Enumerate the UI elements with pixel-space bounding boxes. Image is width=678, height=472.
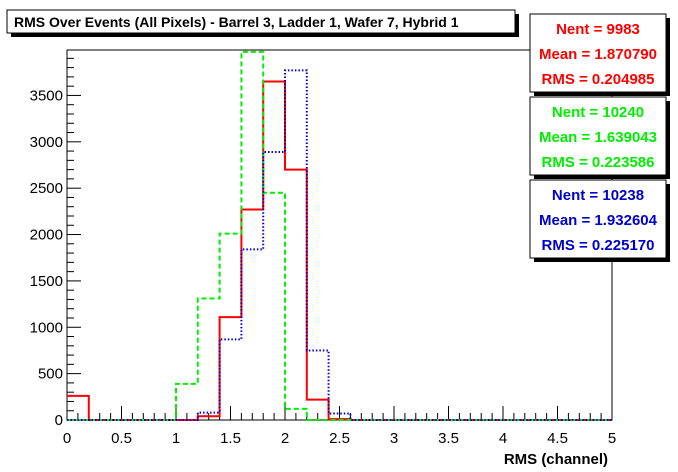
y-tick-label: 3500 — [30, 87, 63, 104]
x-tick-label: 3.5 — [438, 430, 459, 447]
stat-box-series-1: Nent = 9983 Mean = 1.870790 RMS = 0.204985 — [529, 13, 670, 96]
x-tick-label: 1.5 — [220, 430, 241, 447]
x-tick-label: 4.5 — [547, 430, 568, 447]
stat-rms: RMS = 0.223586 — [542, 154, 655, 171]
series-2-histogram — [67, 50, 612, 421]
x-tick-label: 5 — [608, 430, 616, 447]
x-tick-label: 0.5 — [111, 430, 132, 447]
stat-mean: Mean = 1.932604 — [539, 212, 658, 229]
series-layer — [67, 50, 612, 421]
chart-title: RMS Over Events (All Pixels) - Barrel 3,… — [14, 14, 459, 30]
stat-box-series-2: Nent = 10240 Mean = 1.639043 RMS = 0.22358… — [529, 96, 670, 179]
stat-rms: RMS = 0.204985 — [542, 71, 655, 88]
stat-box-series-3: Nent = 10238 Mean = 1.932604 RMS = 0.22517… — [529, 179, 670, 262]
y-tick-label: 500 — [38, 366, 63, 383]
series-3-histogram — [67, 69, 612, 421]
x-tick-label: 2.5 — [329, 430, 350, 447]
stat-nent: Nent = 10238 — [552, 187, 644, 204]
x-axis-title: RMS (channel) — [504, 451, 608, 468]
y-tick-label: 3000 — [30, 134, 63, 151]
y-tick-label: 1000 — [30, 319, 63, 336]
stat-rms: RMS = 0.225170 — [542, 237, 655, 254]
y-tick-label: 0 — [55, 412, 63, 429]
y-tick-label: 2000 — [30, 227, 63, 244]
y-tick-label: 1500 — [30, 273, 63, 290]
y-axis: 0 500 1000 1500 2000 2500 3000 3500 — [30, 57, 81, 429]
title-box: RMS Over Events (All Pixels) - Barrel 3,… — [6, 9, 519, 37]
stat-mean: Mean = 1.870790 — [539, 46, 657, 63]
x-tick-label: 0 — [63, 430, 71, 447]
x-tick-label: 3 — [390, 430, 398, 447]
stat-mean: Mean = 1.639043 — [539, 129, 657, 146]
x-axis: 0 0.5 1 1.5 2 2.5 3 3.5 4 4.5 5 — [63, 406, 616, 447]
x-tick-label: 1 — [172, 430, 180, 447]
stat-nent: Nent = 10240 — [552, 104, 644, 121]
stat-boxes: Nent = 9983 Mean = 1.870790 RMS = 0.204985… — [529, 13, 670, 262]
y-tick-label: 2500 — [30, 180, 63, 197]
stat-nent: Nent = 9983 — [556, 21, 640, 38]
x-tick-label: 2 — [281, 430, 289, 447]
x-tick-label: 4 — [499, 430, 507, 447]
